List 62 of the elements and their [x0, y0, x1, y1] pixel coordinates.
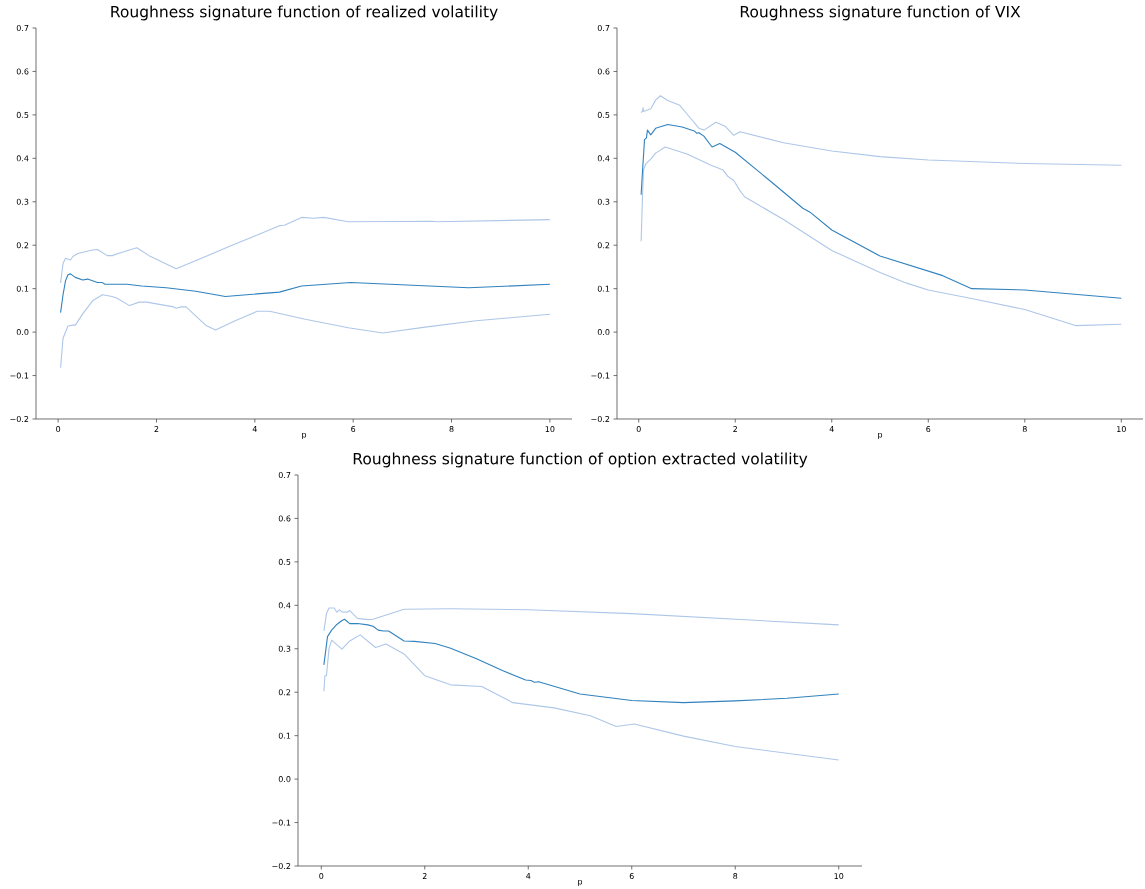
x-tick-label: 2	[154, 425, 159, 432]
line-series	[640, 146, 1122, 326]
y-tick-label: 0.5	[597, 111, 610, 118]
y-tick-label: 0.6	[278, 515, 291, 522]
line-series	[60, 273, 551, 313]
y-tick-label: −0.1	[272, 819, 291, 826]
y-tick-label: 0.2	[278, 688, 291, 696]
y-tick-label: 0.3	[16, 198, 29, 205]
x-tick-label: 8	[449, 425, 454, 432]
line-series	[323, 618, 840, 703]
line-series	[60, 216, 551, 284]
x-tick-label: 0	[636, 425, 641, 432]
x-tick-label: 4	[252, 425, 257, 432]
y-tick-label: 0.6	[597, 68, 610, 75]
y-tick-label: 0.3	[597, 198, 610, 205]
y-tick-label: −0.1	[10, 372, 29, 379]
x-tick-label: 2	[422, 872, 427, 879]
x-tick-label: 0	[56, 425, 61, 432]
y-tick-label: 0.4	[16, 155, 29, 162]
x-tick-label: 8	[733, 872, 738, 879]
y-tick-label: 0.1	[16, 285, 29, 292]
x-tick-label: 8	[1022, 425, 1027, 432]
y-tick-label: −0.1	[591, 372, 610, 379]
y-tick-label: 0.0	[16, 328, 29, 335]
chart-title: Roughness signature function of VIX	[740, 5, 1021, 21]
y-tick-label: 0.7	[597, 24, 610, 31]
y-tick-label: 0.1	[597, 285, 610, 292]
line-series	[323, 634, 840, 761]
y-tick-label: −0.2	[10, 415, 29, 422]
y-tick-label: 0.7	[278, 471, 291, 478]
x-tick-label: 0	[319, 872, 324, 879]
chart-title: Roughness signature function of option extracted volatility	[353, 452, 808, 468]
y-tick-label: 0.6	[16, 68, 29, 75]
x-tick-label: 6	[926, 425, 931, 432]
y-tick-label: 0.0	[597, 328, 610, 335]
x-tick-label: 10	[1117, 425, 1126, 432]
y-tick-label: 0.1	[278, 732, 291, 739]
x-tick-label: 6	[629, 872, 634, 879]
x-tick-label: 2	[733, 425, 737, 432]
y-tick-label: 0.7	[16, 24, 29, 31]
x-axis-title: p	[878, 432, 883, 439]
x-axis-title: p	[578, 879, 583, 886]
y-tick-label: 0.4	[278, 602, 291, 609]
y-tick-label: 0.2	[16, 241, 29, 249]
y-tick-label: 0.5	[278, 558, 291, 565]
line-series	[60, 293, 551, 369]
chart-title: Roughness signature function of realized volatility	[111, 5, 498, 21]
y-tick-label: −0.2	[272, 862, 291, 869]
x-tick-label: 10	[834, 872, 844, 879]
line-series	[640, 95, 1122, 166]
y-tick-label: 0.3	[278, 645, 291, 652]
y-tick-label: 0.2	[597, 241, 610, 249]
x-tick-label: 6	[351, 425, 356, 432]
y-tick-label: 0.5	[16, 111, 29, 118]
line-series	[640, 123, 1122, 299]
x-axis-title: p	[302, 432, 307, 439]
y-tick-label: −0.2	[591, 415, 610, 422]
x-tick-label: 4	[526, 872, 531, 879]
y-tick-label: 0.0	[278, 775, 291, 782]
y-tick-label: 0.4	[597, 155, 610, 162]
x-tick-label: 4	[829, 425, 834, 432]
x-tick-label: 10	[545, 425, 555, 432]
